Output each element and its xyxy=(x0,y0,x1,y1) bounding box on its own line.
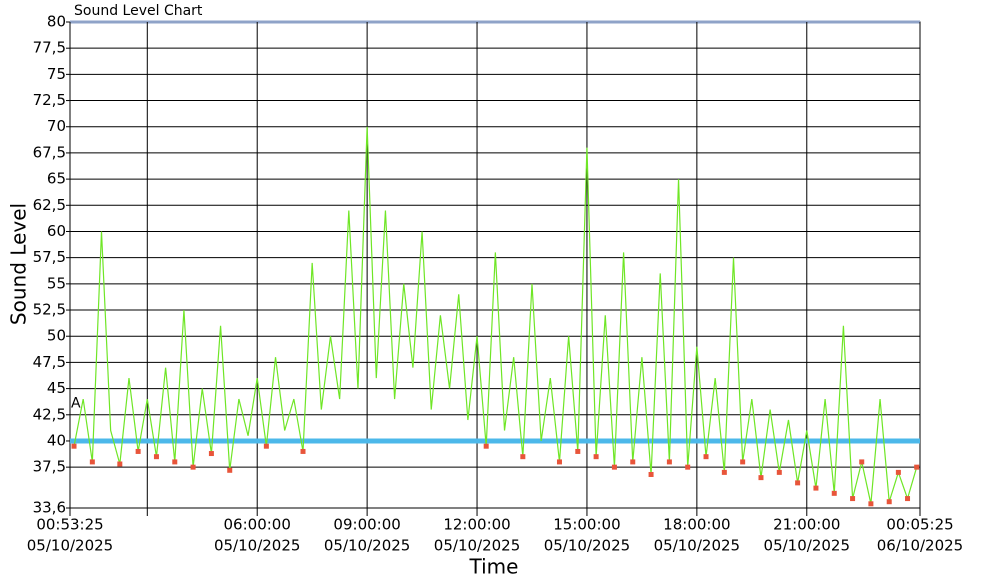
x-tick-label: 06/10/2025 xyxy=(877,537,963,555)
x-tick-label: 05/10/2025 xyxy=(654,537,740,555)
below-threshold-marker xyxy=(172,459,178,465)
y-tick-label: 75 xyxy=(47,65,66,83)
below-threshold-marker xyxy=(666,459,672,465)
y-tick-label: 37,5 xyxy=(33,458,66,476)
y-tick-label: 65 xyxy=(47,170,66,188)
below-threshold-marker xyxy=(135,448,141,454)
below-threshold-marker xyxy=(703,454,709,460)
below-threshold-marker xyxy=(795,480,801,486)
y-tick-label: 80 xyxy=(47,13,66,31)
below-threshold-marker xyxy=(611,464,617,470)
below-threshold-marker xyxy=(721,469,727,475)
below-threshold-marker xyxy=(556,459,562,465)
y-tick-label: 42,5 xyxy=(33,405,66,423)
y-tick-label: 60 xyxy=(47,222,66,240)
below-threshold-marker xyxy=(520,454,526,460)
annotation: A xyxy=(71,395,81,411)
below-threshold-marker xyxy=(831,490,837,496)
y-tick-label: 62,5 xyxy=(33,196,66,214)
below-threshold-marker xyxy=(859,459,865,465)
x-tick-label: 12:00:00 xyxy=(443,516,510,534)
below-threshold-marker xyxy=(886,499,892,505)
x-axis-label: Time xyxy=(469,555,519,579)
y-tick-label: 45 xyxy=(47,379,66,397)
x-tick-label: 00:05:25 xyxy=(886,516,953,534)
below-threshold-marker xyxy=(914,464,920,470)
chart-title: Sound Level Chart xyxy=(74,3,203,19)
below-threshold-marker xyxy=(685,464,691,470)
below-threshold-marker xyxy=(89,459,95,465)
below-threshold-marker xyxy=(117,461,123,467)
below-threshold-marker xyxy=(71,443,77,449)
y-tick-label: 52,5 xyxy=(33,301,66,319)
y-axis-label: Sound Level xyxy=(7,203,31,325)
y-tick-label: 57,5 xyxy=(33,248,66,266)
y-tick-label: 55 xyxy=(47,274,66,292)
below-threshold-marker xyxy=(153,454,159,460)
y-tick-label: 77,5 xyxy=(33,39,66,57)
x-tick-label: 21:00:00 xyxy=(773,516,840,534)
x-tick-label: 18:00:00 xyxy=(663,516,730,534)
x-tick-label: 00:53:25 xyxy=(36,516,103,534)
below-threshold-marker xyxy=(895,469,901,475)
x-tick-label: 05/10/2025 xyxy=(764,537,850,555)
below-threshold-marker xyxy=(263,443,269,449)
x-tick-label: 05/10/2025 xyxy=(214,537,300,555)
x-tick-label: 05/10/2025 xyxy=(324,537,410,555)
below-threshold-marker xyxy=(575,448,581,454)
below-threshold-marker xyxy=(740,459,746,465)
below-threshold-marker xyxy=(593,454,599,460)
below-threshold-marker xyxy=(227,467,233,473)
below-threshold-marker xyxy=(648,471,654,477)
y-tick-label: 50 xyxy=(47,327,66,345)
y-tick-label: 33,6 xyxy=(33,499,66,517)
x-tick-label: 05/10/2025 xyxy=(434,537,520,555)
below-threshold-marker xyxy=(208,451,214,457)
below-threshold-marker xyxy=(776,469,782,475)
y-tick-label: 70 xyxy=(47,117,66,135)
below-threshold-marker xyxy=(850,496,856,502)
below-threshold-marker xyxy=(483,443,489,449)
series-line xyxy=(73,126,918,504)
below-threshold-marker xyxy=(813,485,819,491)
x-tick-label: 06:00:00 xyxy=(224,516,291,534)
below-threshold-marker xyxy=(300,448,306,454)
y-tick-label: 67,5 xyxy=(33,143,66,161)
below-threshold-marker xyxy=(868,501,874,507)
y-tick-label: 72,5 xyxy=(33,91,66,109)
y-tick-label: 40 xyxy=(47,431,66,449)
below-threshold-marker xyxy=(630,459,636,465)
below-threshold-marker xyxy=(758,475,764,481)
below-threshold-marker xyxy=(905,496,911,502)
y-tick-label: 47,5 xyxy=(33,353,66,371)
x-tick-label: 05/10/2025 xyxy=(27,537,113,555)
x-tick-label: 05/10/2025 xyxy=(544,537,630,555)
x-tick-label: 15:00:00 xyxy=(553,516,620,534)
below-threshold-marker xyxy=(190,464,196,470)
x-tick-label: 09:00:00 xyxy=(333,516,400,534)
